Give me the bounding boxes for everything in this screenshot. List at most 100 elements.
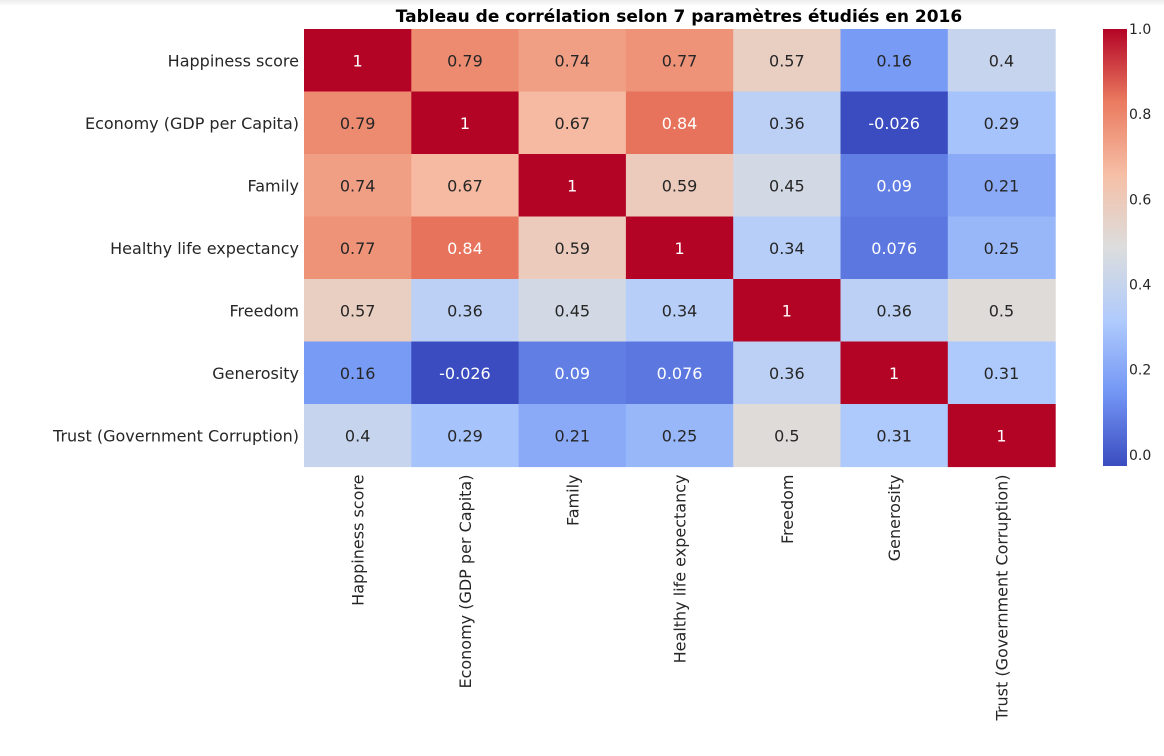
cell-value-label: 0.45	[554, 301, 590, 320]
colorbar-tick-label: 0.6	[1129, 192, 1151, 208]
cell-value-label: -0.026	[439, 364, 491, 383]
chart-title: Tableau de corrélation selon 7 paramètre…	[396, 7, 962, 27]
row-label: Freedom	[230, 301, 299, 320]
window-top-strip	[0, 0, 1164, 6]
heatmap-cell	[733, 154, 842, 218]
heatmap-cells: 1 0.79 0.74 0.77 0.57 0.16 0.4 0.79 1 0.67 0.84 0.3…	[304, 29, 1056, 468]
cell-value-label: 0.79	[447, 51, 483, 70]
colorbar: 0.0 0.2 0.4 0.6 0.8 1.0	[1103, 22, 1151, 466]
heatmap-cell	[947, 29, 1056, 93]
cell-value-label: 0.25	[662, 426, 698, 445]
heatmap-cell	[625, 404, 734, 468]
heatmap-cell	[411, 341, 520, 405]
cell-value-label: 0.09	[876, 176, 912, 195]
cell-value-label: 0.29	[984, 114, 1020, 133]
cell-value-label: 0.57	[340, 301, 376, 320]
heatmap-cell	[411, 29, 520, 93]
cell-value-label: 1	[674, 239, 684, 258]
heatmap-cell	[518, 404, 627, 468]
cell-value-label: 0.77	[662, 51, 698, 70]
cell-value-label: 0.31	[876, 426, 912, 445]
row-label: Trust (Government Corruption)	[52, 426, 299, 445]
heatmap-cell	[947, 279, 1056, 343]
heatmap-cell	[304, 279, 412, 343]
heatmap-cell	[518, 216, 627, 280]
heatmap-cell	[625, 279, 734, 343]
heatmap-cell	[625, 341, 734, 405]
cell-value-label: 0.67	[554, 114, 590, 133]
column-labels: Happiness score Economy (GDP per Capita) F…	[349, 474, 1012, 721]
heatmap-cell	[840, 91, 949, 155]
heatmap-cell	[518, 154, 627, 218]
heatmap-cell	[304, 404, 412, 468]
heatmap-cell	[411, 216, 520, 280]
colorbar-ticks: 0.0 0.2 0.4 0.6 0.8 1.0	[1129, 22, 1151, 464]
heatmap-cell	[625, 91, 734, 155]
cell-value-label: 0.74	[554, 51, 590, 70]
cell-value-label: 0.59	[554, 239, 590, 258]
cell-value-label: 0.21	[984, 176, 1020, 195]
heatmap-cell	[947, 341, 1056, 405]
cell-value-label: -0.026	[868, 114, 920, 133]
heatmap-cell	[411, 279, 520, 343]
cell-value-label: 0.16	[876, 51, 912, 70]
cell-value-label: 0.21	[554, 426, 590, 445]
cell-value-label: 0.79	[340, 114, 376, 133]
colorbar-tick-label: 0.8	[1129, 107, 1151, 123]
column-label: Healthy life expectancy	[671, 475, 690, 664]
heatmap-cell	[304, 154, 412, 218]
row-label: Economy (GDP per Capita)	[85, 114, 299, 133]
heatmap-cell	[411, 91, 520, 155]
heatmap-cell	[840, 154, 949, 218]
cell-value-label: 0.16	[340, 364, 376, 383]
heatmap-cell	[518, 29, 627, 93]
cell-value-label: 0.09	[554, 364, 590, 383]
cell-value-label: 0.57	[769, 51, 805, 70]
column-label: Trust (Government Corruption)	[992, 474, 1011, 721]
heatmap-cell	[733, 404, 842, 468]
row-label: Healthy life expectancy	[110, 239, 299, 258]
heatmap-cell	[411, 154, 520, 218]
heatmap-cell	[625, 29, 734, 93]
row-label: Family	[248, 176, 299, 195]
cell-value-label: 1	[889, 364, 899, 383]
heatmap-cell	[733, 29, 842, 93]
cell-value-label: 1	[460, 114, 470, 133]
heatmap-cell	[947, 404, 1056, 468]
heatmap-cell	[518, 91, 627, 155]
heatmap-cell	[840, 216, 949, 280]
cell-value-label: 0.59	[662, 176, 698, 195]
heatmap-cell	[840, 279, 949, 343]
heatmap-cell	[840, 341, 949, 405]
cell-value-label: 0.77	[340, 239, 376, 258]
cell-value-label: 0.4	[345, 426, 370, 445]
cell-value-label: 0.36	[447, 301, 483, 320]
cell-value-label: 0.5	[989, 301, 1014, 320]
cell-value-label: 1	[782, 301, 792, 320]
colorbar-gradient	[1103, 29, 1127, 466]
heatmap-cell	[947, 216, 1056, 280]
heatmap-cell	[840, 29, 949, 93]
heatmap-cell	[733, 216, 842, 280]
heatmap-cell	[947, 91, 1056, 155]
cell-value-label: 0.34	[769, 239, 805, 258]
cell-value-label: 0.84	[662, 114, 698, 133]
heatmap-cell	[625, 216, 734, 280]
column-label: Freedom	[778, 475, 797, 544]
cell-value-label: 0.84	[447, 239, 483, 258]
cell-value-label: 0.36	[876, 301, 912, 320]
heatmap-cell	[947, 154, 1056, 218]
cell-value-label: 0.076	[871, 239, 917, 258]
cell-value-label: 1	[567, 176, 577, 195]
heatmap-cell	[518, 279, 627, 343]
heatmap-cell	[304, 216, 412, 280]
cell-value-label: 0.36	[769, 114, 805, 133]
cell-value-label: 0.29	[447, 426, 483, 445]
row-label: Happiness score	[168, 51, 299, 70]
heatmap-cell	[733, 341, 842, 405]
heatmap-cell	[733, 279, 842, 343]
cell-value-label: 0.74	[340, 176, 376, 195]
column-label: Economy (GDP per Capita)	[456, 475, 475, 689]
cell-value-label: 0.31	[984, 364, 1020, 383]
cell-value-label: 0.25	[984, 239, 1020, 258]
